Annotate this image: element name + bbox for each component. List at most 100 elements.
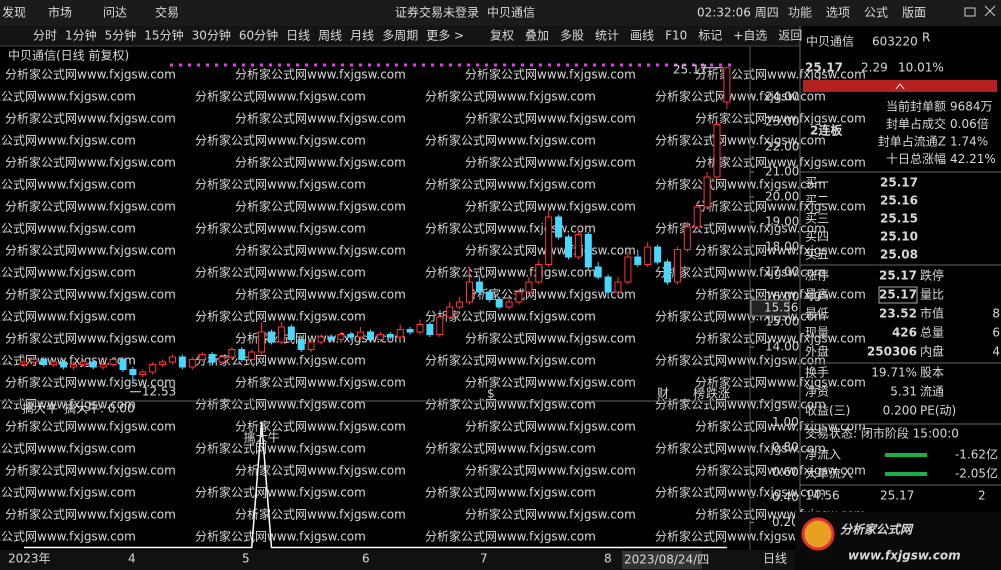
menu-tool[interactable]: 功能 bbox=[788, 6, 812, 20]
y-tick-label: 0.40 bbox=[772, 490, 799, 504]
period-tab[interactable]: 更多 > bbox=[426, 29, 464, 43]
watermarks: 分析家公式网www.fxjgsw.com 分析家公式网www.fxjgsw.com… bbox=[0, 67, 866, 544]
menu-tool[interactable]: 选项 bbox=[826, 6, 850, 20]
menu-tool[interactable]: 公式 bbox=[864, 6, 888, 20]
stat-label: 市值 bbox=[920, 306, 944, 321]
toolbar-action[interactable]: 返回 bbox=[778, 29, 802, 43]
toolbar-action[interactable]: 标记 bbox=[698, 29, 722, 43]
close-button[interactable] bbox=[984, 5, 996, 17]
candle-body bbox=[376, 334, 384, 340]
watermark: 分析家公式网www.fxjgsw.com bbox=[0, 397, 136, 412]
watermark: 分析家公式网www.fxjgsw.com bbox=[195, 133, 366, 148]
watermark: 分析家公式网www.fxjgsw.com bbox=[425, 89, 596, 104]
period-tab[interactable]: 5分钟 bbox=[105, 28, 137, 43]
watermark: 分析家公式网www.fxjgsw.com bbox=[465, 463, 636, 478]
watermark: 分析家公式网www.fxjgsw.com bbox=[465, 375, 636, 390]
menu-item[interactable]: 市场 bbox=[48, 5, 72, 20]
toolbar-action[interactable]: 画线 bbox=[630, 29, 654, 43]
signal-label: 擒大牛 bbox=[244, 430, 280, 445]
period-tab[interactable]: 1分钟 bbox=[65, 28, 97, 43]
watermark: 分析家公式网www.fxjgsw.com bbox=[195, 353, 366, 368]
candle-body bbox=[347, 334, 355, 338]
fund-value: 0.200 bbox=[883, 404, 917, 418]
period-tab[interactable]: 日线 bbox=[286, 29, 310, 43]
chart-title: 中贝通信(日线 前复权) bbox=[8, 48, 129, 63]
menu-item[interactable]: 发现 bbox=[2, 5, 26, 20]
y-tick-label: 18.00 bbox=[765, 240, 799, 254]
window-button[interactable] bbox=[964, 7, 976, 17]
watermark: 分析家公式网www.fxjgsw.com bbox=[425, 309, 596, 324]
period-tab[interactable]: 30分钟 bbox=[192, 28, 231, 43]
candle-body bbox=[317, 336, 325, 343]
toolbar-action[interactable]: 多股 bbox=[560, 29, 584, 43]
toolbar-action[interactable]: 复权 bbox=[490, 29, 514, 43]
toolbar-action[interactable]: 统计 bbox=[595, 29, 619, 43]
candle-body bbox=[60, 361, 68, 368]
change-pct: 10.01% bbox=[898, 61, 944, 75]
candle-body bbox=[574, 234, 582, 258]
watermark: 分析家公式网www.fxjgsw.com bbox=[195, 309, 366, 324]
seal-value: 0.06倍 bbox=[950, 116, 989, 131]
menu-item[interactable]: 交易 bbox=[155, 5, 179, 20]
watermark: 分析家公式网www.fxjgsw.com bbox=[235, 463, 406, 478]
collapse-icon[interactable] bbox=[895, 83, 905, 90]
watermark: 分析家公式网www.fxjgsw.com bbox=[0, 309, 136, 324]
candle-body bbox=[228, 349, 236, 358]
watermark: 分析家公式网www.fxjgsw.com bbox=[655, 485, 826, 500]
x-axis-label: 7 bbox=[480, 552, 488, 566]
fund-label: 净资 bbox=[805, 385, 829, 399]
period-tab[interactable]: 多周期 bbox=[382, 29, 418, 43]
watermark: 分析家公式网www.fxjgsw.com bbox=[425, 353, 596, 368]
candle-body bbox=[238, 349, 246, 360]
candle-body bbox=[485, 291, 493, 300]
toolbar bbox=[0, 26, 800, 46]
watermark: 分析家公式网www.fxjgsw.com bbox=[425, 133, 596, 148]
candle-body bbox=[475, 281, 483, 293]
candle-body bbox=[70, 364, 77, 368]
candle-body bbox=[555, 216, 563, 238]
candle-body bbox=[139, 371, 147, 375]
y-tick-label: 0.80 bbox=[772, 440, 799, 454]
watermark: 分析家公式网www.fxjgsw.com bbox=[0, 133, 136, 148]
tick-volume: 2 bbox=[978, 489, 986, 503]
seal-value: 42.21% bbox=[950, 152, 996, 166]
y-tick-label: 24.00 bbox=[765, 90, 799, 104]
candle-body bbox=[149, 364, 157, 373]
y-tick-label: 23.00 bbox=[765, 115, 799, 129]
toolbar-action[interactable]: F10 bbox=[665, 29, 687, 43]
stock-code: 603220 bbox=[872, 35, 918, 49]
watermark: 分析家公式网www.fxjgsw.com bbox=[0, 441, 136, 456]
seal-label: 封单占成交 bbox=[886, 116, 946, 131]
candle-body bbox=[248, 351, 256, 360]
watermark: 分析家公式网www.fxjgsw.com bbox=[695, 331, 866, 346]
period-tab[interactable]: 分时 bbox=[33, 29, 57, 43]
watermark: 分析家公式网www.fxjgsw.com bbox=[235, 375, 406, 390]
watermark: 分析家公式网www.fxjgsw.com bbox=[0, 89, 136, 104]
watermark: 分析家公式网www.fxjgsw.com bbox=[195, 485, 366, 500]
event-marker: 跌涨 bbox=[706, 386, 730, 401]
period-tab[interactable]: 60分钟 bbox=[239, 28, 278, 43]
trade-status: 交易状态: 闭市阶段 15:00:0 bbox=[805, 426, 959, 441]
watermark: 分析家公式网www.fxjgsw.com bbox=[655, 397, 826, 412]
watermark: 分析家公式网www.fxjgsw.com bbox=[235, 243, 406, 258]
candle-body bbox=[495, 299, 503, 308]
watermark: 分析家公式网www.fxjgsw.com bbox=[235, 111, 406, 126]
low-label: 12.53 bbox=[142, 384, 176, 398]
cursor-date-box bbox=[622, 551, 702, 569]
cursor-price-box bbox=[750, 299, 790, 317]
watermark: 分析家公式网www.fxjgsw.com bbox=[655, 89, 826, 104]
x-axis-label: 2023年 bbox=[8, 552, 51, 566]
menu-item[interactable]: 问达 bbox=[103, 6, 127, 20]
candle-body bbox=[614, 281, 622, 293]
y-tick-label: 14.00 bbox=[765, 340, 799, 354]
tick-price: 25.17 bbox=[880, 489, 914, 503]
bid-label: 买五 bbox=[805, 248, 829, 262]
period-tab[interactable]: 周线 bbox=[318, 29, 342, 43]
menu-tool[interactable]: 版面 bbox=[902, 6, 926, 20]
period-tab[interactable]: 月线 bbox=[350, 29, 374, 43]
toolbar-action[interactable]: +自选 bbox=[733, 29, 767, 43]
toolbar-action[interactable]: 叠加 bbox=[525, 29, 549, 43]
period-tab[interactable]: 15分钟 bbox=[144, 28, 183, 43]
stat-value: 426 bbox=[892, 326, 917, 340]
cursor-price-label: 15.56 bbox=[764, 301, 798, 315]
